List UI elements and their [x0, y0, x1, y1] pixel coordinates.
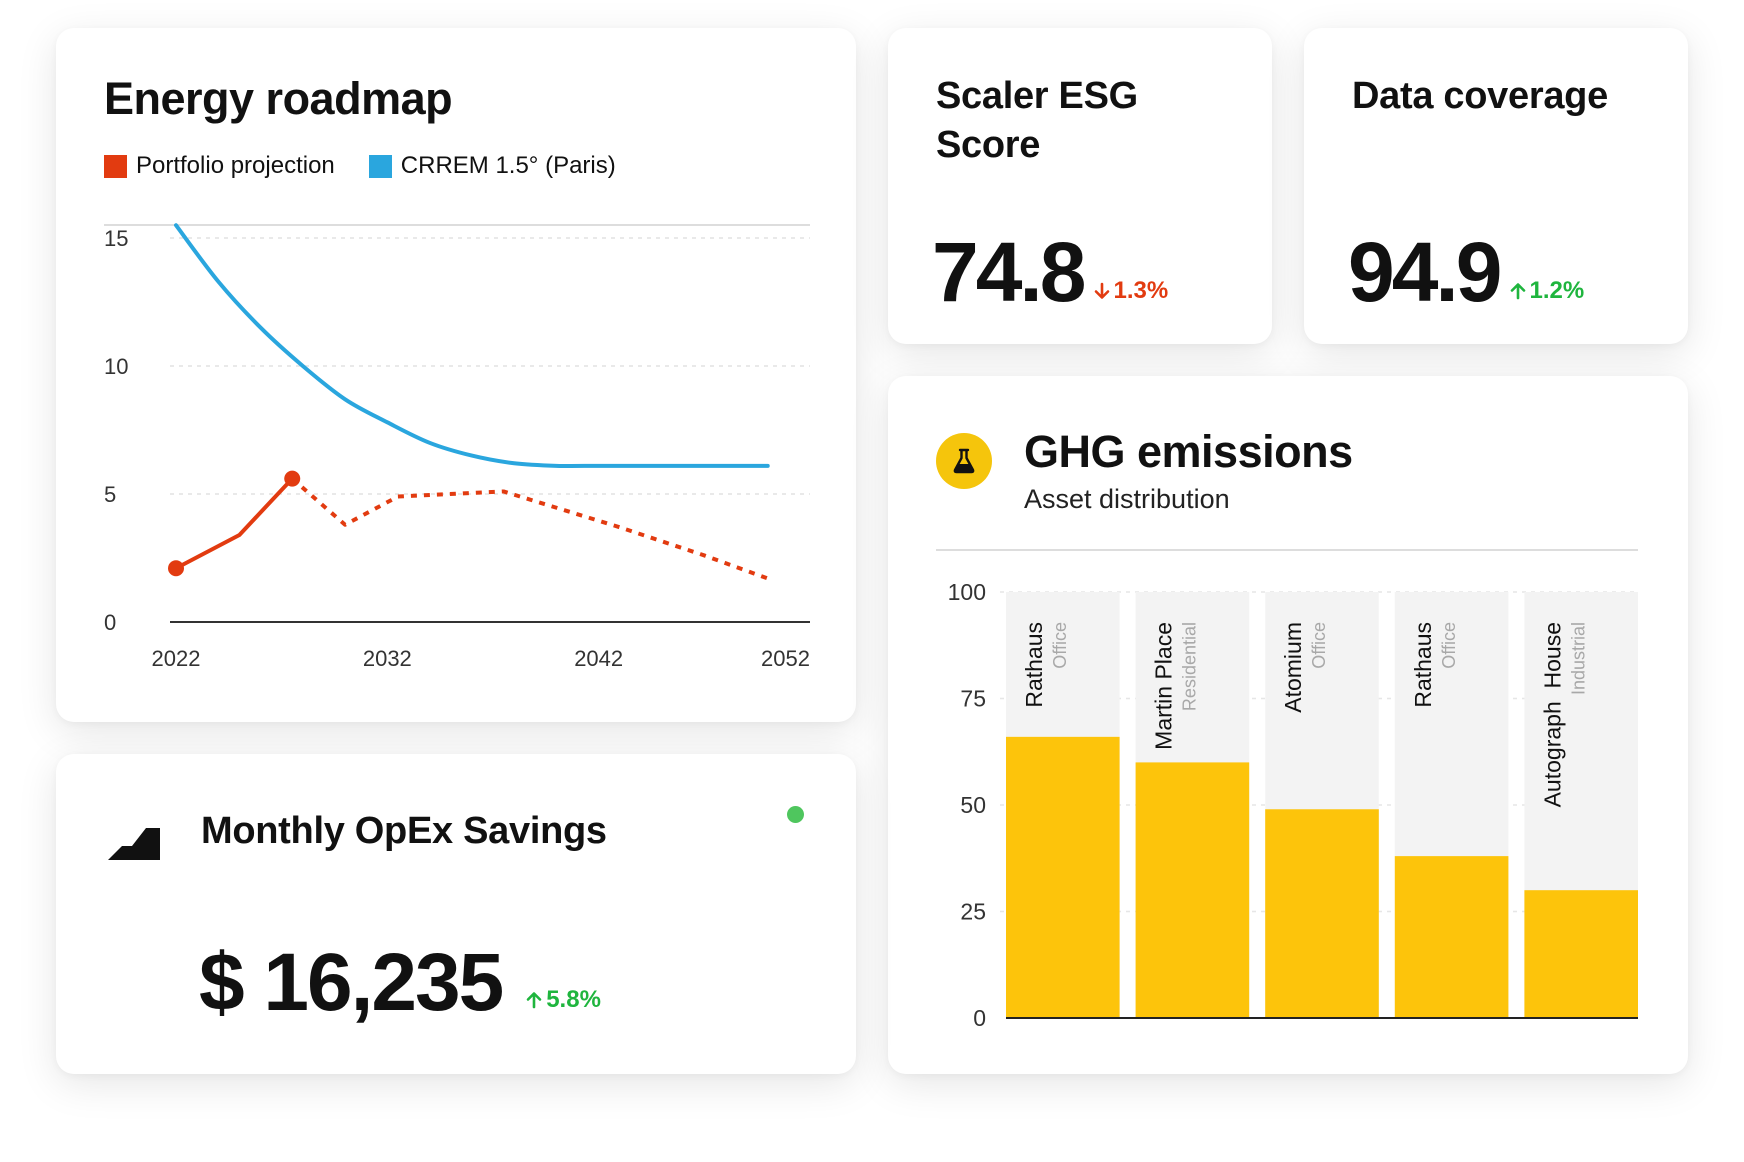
bar-name-label: Rathaus	[1021, 622, 1047, 708]
opex-savings-card: Monthly OpEx Savings $ 16,235 5.8%	[56, 754, 856, 1074]
portfolio-point-marker	[168, 560, 184, 577]
bar	[1394, 856, 1509, 1018]
ghg-emissions-subtitle: Asset distribution	[1024, 484, 1230, 514]
y-tick-label: 0	[973, 1005, 986, 1031]
y-tick-label: 0	[104, 610, 116, 635]
bar-name-label: Atomium	[1280, 622, 1306, 713]
ghg-emissions-title: GHG emissions	[1024, 426, 1353, 477]
opex-savings-value: $ 16,235	[199, 937, 504, 1028]
esg-score-delta-value: 1.3%	[1113, 277, 1169, 304]
data-coverage-title: Data coverage	[1352, 75, 1608, 117]
opex-savings-title: Monthly OpEx Savings	[201, 810, 607, 852]
ghg-divider	[936, 549, 1638, 551]
bar-type-label: Office	[1439, 622, 1459, 669]
bar	[1524, 890, 1638, 1018]
bar-type-label: Office	[1309, 622, 1329, 669]
energy-roadmap-card: Energy roadmap Portfolio projection CRRE…	[56, 28, 856, 722]
status-indicator-dot	[787, 806, 804, 823]
bar-type-label: Office	[1050, 622, 1070, 669]
esg-score-title: Scaler ESG Score	[936, 75, 1138, 166]
bar	[1265, 809, 1379, 1018]
legend-item-crrem[interactable]: CRREM 1.5° (Paris)	[368, 152, 616, 180]
ghg-emissions-card: GHG emissions Asset distribution 0 25 50 75…	[888, 376, 1688, 1074]
y-tick-label: 50	[960, 792, 986, 818]
legend-swatch-crrem	[368, 154, 392, 178]
opex-savings-delta-value: 5.8%	[546, 986, 601, 1013]
energy-roadmap-title: Energy roadmap	[104, 73, 453, 124]
stairs-icon	[108, 812, 160, 860]
legend-item-portfolio[interactable]: Portfolio projection	[104, 152, 335, 180]
y-tick-label: 5	[104, 482, 116, 507]
bar-name-label: Rathaus	[1410, 622, 1436, 708]
esg-score-delta: 1.3%	[1092, 277, 1169, 305]
esg-score-card: Scaler ESG Score 74.8 1.3%	[888, 28, 1272, 344]
energy-line-chart: 0 5 10 15 2022 2032 2042 2052	[104, 223, 810, 671]
portfolio-projection-dotted-line	[290, 477, 769, 581]
arrow-down-icon	[1094, 282, 1109, 299]
legend-label-crrem: CRREM 1.5° (Paris)	[400, 152, 616, 179]
bar-type-label: Residential	[1180, 622, 1200, 711]
data-coverage-card: Data coverage 94.9 1.2%	[1304, 28, 1688, 344]
y-tick-label: 10	[104, 354, 128, 379]
bar	[1006, 736, 1120, 1018]
portfolio-projection-line	[174, 476, 295, 571]
bar	[1135, 762, 1250, 1018]
x-tick-label: 2022	[152, 646, 201, 671]
x-tick-label: 2042	[574, 646, 623, 671]
arrow-up-icon	[526, 992, 542, 1009]
x-tick-label: 2032	[363, 646, 412, 671]
arrow-up-icon	[1510, 283, 1525, 300]
y-tick-label: 25	[960, 899, 986, 925]
y-tick-label: 15	[104, 226, 128, 251]
data-coverage-value: 94.9	[1348, 225, 1502, 319]
legend-label-portfolio: Portfolio projection	[136, 152, 335, 179]
bar-type-label: Industrial	[1568, 622, 1588, 695]
flask-icon	[936, 433, 992, 489]
data-coverage-delta-value: 1.2%	[1529, 277, 1585, 304]
opex-savings-delta: 5.8%	[524, 986, 601, 1014]
bar-name-label: Martin Place	[1151, 622, 1177, 750]
legend-swatch-portfolio	[104, 154, 127, 178]
esg-score-value: 74.8	[932, 225, 1086, 319]
y-tick-label: 100	[948, 579, 986, 605]
crrem-line	[174, 223, 770, 469]
y-tick-label: 75	[960, 686, 986, 712]
data-coverage-delta: 1.2%	[1508, 277, 1585, 305]
portfolio-point-marker	[284, 470, 301, 487]
bar-name-label: Autograph House	[1539, 622, 1565, 807]
energy-legend: Portfolio projection CRREM 1.5° (Paris)	[104, 152, 616, 180]
x-tick-label: 2052	[761, 646, 810, 671]
